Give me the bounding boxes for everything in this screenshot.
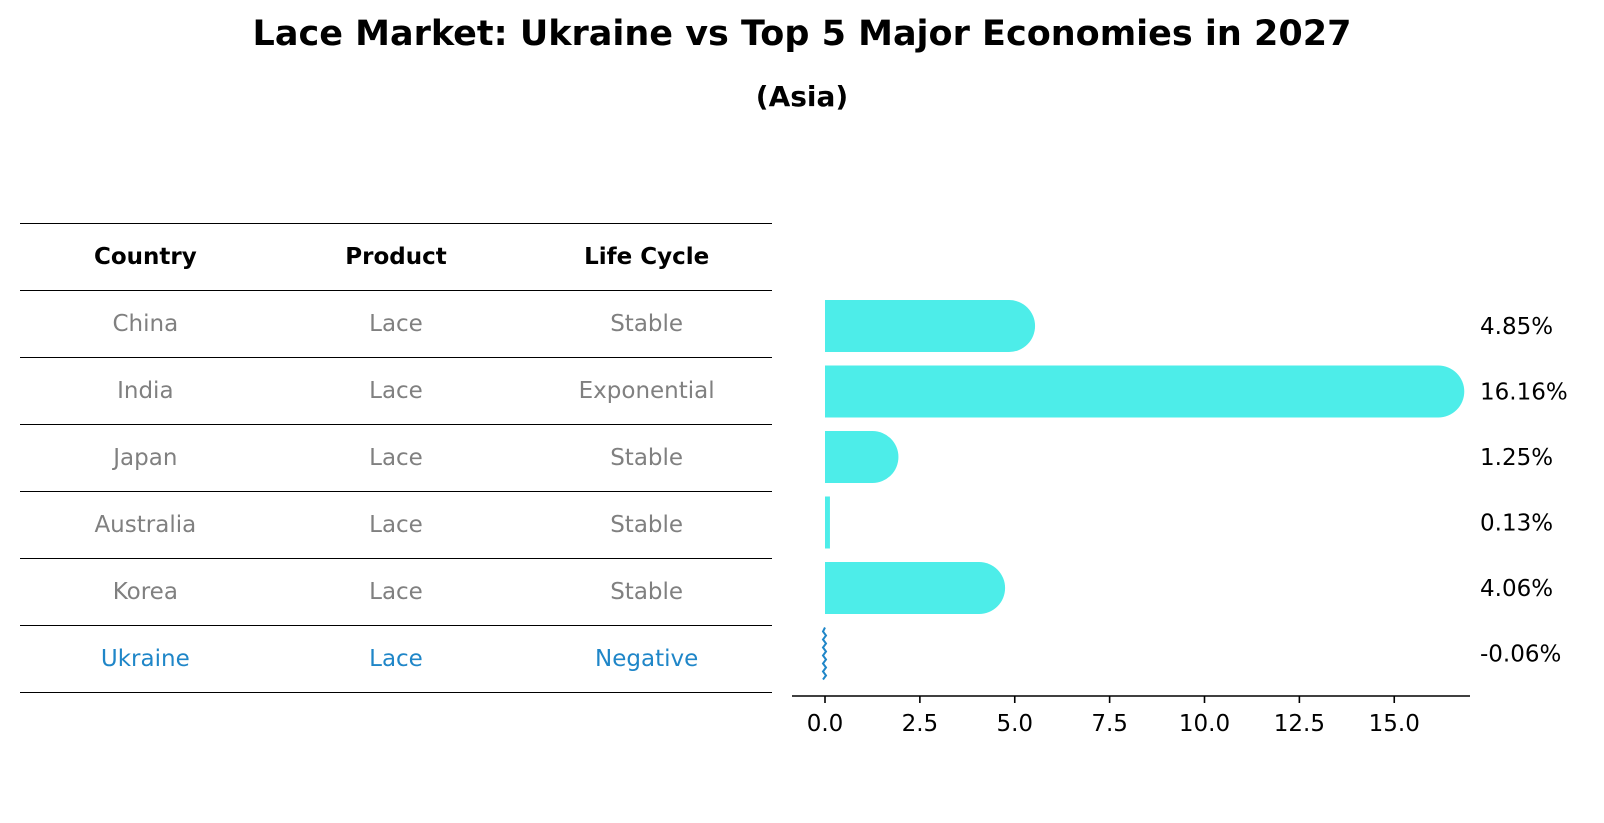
column-header-product: Product	[345, 244, 447, 270]
table-row-highlighted: Ukraine Lace Negative	[20, 626, 772, 693]
table-row: Japan Lace Stable	[20, 425, 772, 492]
country-cell: Australia	[94, 512, 197, 538]
x-tick-label: 5.0	[996, 711, 1033, 737]
column-header-life-cycle: Life Cycle	[584, 244, 710, 270]
x-tick-label: 7.5	[1091, 711, 1128, 737]
life-cycle-cell: Stable	[610, 512, 684, 538]
x-tick-label: 0.0	[807, 711, 844, 737]
life-cycle-cell: Stable	[610, 445, 684, 471]
product-cell: Lace	[369, 378, 423, 404]
product-cell: Lace	[369, 512, 423, 538]
table-row: India Lace Exponential	[20, 358, 772, 425]
country-cell: China	[112, 311, 179, 337]
value-label: 0.13%	[1480, 511, 1553, 537]
country-cell: Japan	[113, 445, 178, 471]
table-row: Korea Lace Stable	[20, 559, 772, 626]
product-cell: Lace	[369, 579, 423, 605]
bar-korea	[825, 562, 1006, 614]
product-cell: Lace	[369, 445, 423, 471]
country-cell: Korea	[112, 579, 178, 605]
chart-subtitle: (Asia)	[755, 80, 849, 113]
value-label: 4.85%	[1480, 314, 1553, 340]
column-header-country: Country	[93, 244, 197, 270]
product-cell: Lace	[369, 311, 423, 337]
life-cycle-cell: Negative	[595, 646, 699, 672]
country-table: Country Product Life Cycle China Lace St…	[20, 223, 772, 693]
bar-australia	[825, 496, 830, 549]
country-cell: Ukraine	[100, 646, 190, 672]
product-cell: Lace	[369, 646, 423, 672]
life-cycle-cell: Exponential	[578, 378, 715, 404]
value-label: -0.06%	[1480, 642, 1561, 668]
value-label: 1.25%	[1480, 445, 1553, 471]
country-cell: India	[117, 378, 174, 404]
bar-china	[825, 300, 1036, 352]
bar-india	[825, 365, 1465, 418]
x-tick-label: 10.0	[1179, 711, 1230, 737]
table-header-row: Country Product Life Cycle	[20, 223, 772, 291]
x-tick-label: 15.0	[1369, 711, 1420, 737]
value-label: 4.06%	[1480, 576, 1553, 602]
life-cycle-cell: Stable	[610, 311, 684, 337]
bar-ukraine	[821, 627, 828, 681]
table-row: Australia Lace Stable	[20, 492, 772, 559]
life-cycle-cell: Stable	[610, 579, 684, 605]
value-label: 16.16%	[1480, 380, 1568, 406]
x-tick-label: 12.5	[1274, 711, 1325, 737]
bar-japan	[825, 431, 899, 483]
chart-title: Lace Market: Ukraine vs Top 5 Major Econ…	[252, 14, 1352, 54]
x-tick-label: 2.5	[902, 711, 939, 737]
table-row: China Lace Stable	[20, 291, 772, 358]
